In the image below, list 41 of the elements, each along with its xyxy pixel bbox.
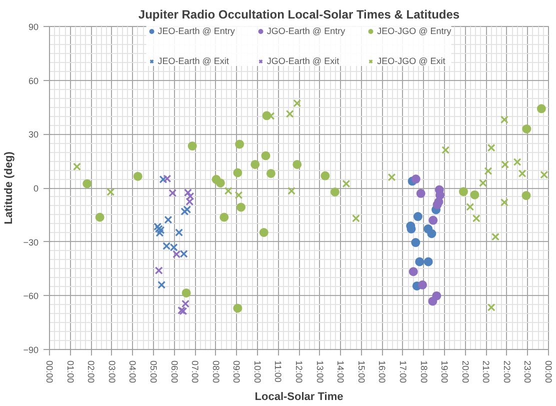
y-axis-title: Latitude (deg) [3, 151, 16, 224]
x-tick-label: 02:00 [86, 360, 96, 384]
x-tick-label: 01:00 [65, 360, 76, 384]
y-tick-label: 60 [28, 76, 39, 86]
x-tick-label: 19:00 [440, 360, 450, 384]
x-tick-label: 16:00 [377, 360, 388, 384]
y-tick-label: 90 [28, 22, 39, 32]
legend-label: JGO-Earth @ Exit [266, 56, 340, 66]
x-tick-label: 03:00 [106, 360, 117, 384]
x-tick-label: 22:00 [502, 360, 512, 384]
x-tick-label: 15:00 [356, 360, 366, 384]
x-tick-label: 17:00 [398, 360, 408, 384]
x-tick-label: 10:00 [252, 360, 262, 384]
x-tick-label: 07:00 [190, 360, 200, 384]
legend-label: JEO-JGO @ Entry [377, 26, 452, 36]
y-tick-label: 0 [33, 184, 39, 194]
x-tick-label: 13:00 [314, 360, 325, 384]
y-tick-label: −60 [23, 291, 39, 302]
x-tick-label: 05:00 [148, 360, 158, 384]
x-tick-label: 11:00 [273, 360, 284, 382]
x-tick-label: 20:00 [460, 360, 470, 384]
x-tick-label: 23:00 [522, 360, 533, 384]
legend-label: JEO-JGO @ Exit [377, 56, 446, 66]
legend-label: JEO-Earth @ Entry [158, 26, 235, 36]
y-tick-label: −30 [23, 237, 39, 248]
legend-label: JEO-Earth @ Exit [158, 56, 229, 66]
y-tick-label: 30 [28, 130, 39, 140]
x-tick-label: 00:00 [44, 360, 54, 384]
x-axis-title: Local-Solar Time [254, 391, 344, 404]
x-tick-label: 21:00 [481, 360, 492, 384]
x-tick-label: 04:00 [128, 360, 138, 384]
x-tick-label: 06:00 [169, 360, 180, 384]
x-tick-label: 00:00 [544, 360, 554, 384]
legend-label: JGO-Earth @ Entry [266, 26, 346, 36]
x-tick-label: 12:00 [294, 360, 304, 384]
chart-title: Jupiter Radio Occultation Local-Solar Times & Latitudes [138, 8, 460, 22]
x-tick-label: 18:00 [418, 360, 429, 384]
y-tick-label: −90 [23, 345, 39, 355]
x-tick-label: 09:00 [232, 360, 242, 384]
x-tick-label: 08:00 [210, 360, 221, 384]
x-tick-label: 14:00 [336, 360, 346, 384]
